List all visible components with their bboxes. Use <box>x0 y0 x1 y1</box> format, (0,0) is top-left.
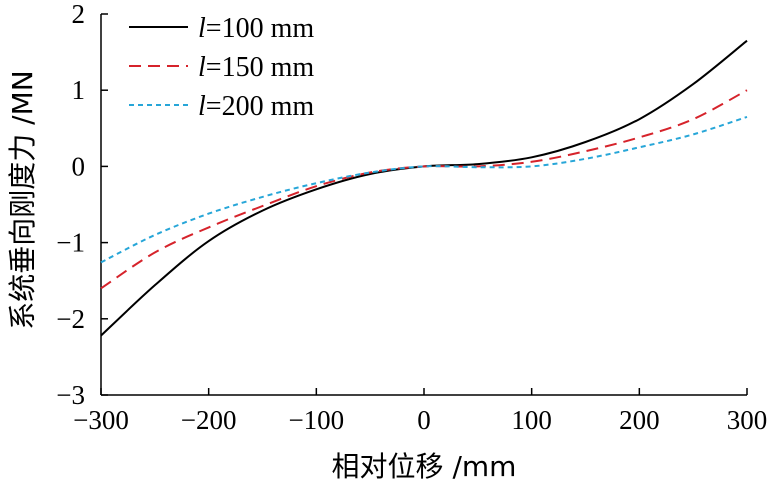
legend-label-2: l=150 mm <box>198 52 314 83</box>
y-tick-label: 0 <box>72 151 86 181</box>
x-tick-label: 200 <box>619 405 660 435</box>
series-line-3 <box>100 115 748 264</box>
series-lines <box>100 39 748 337</box>
y-tick-label: −1 <box>56 228 85 258</box>
x-tick-label: 0 <box>417 405 431 435</box>
series-line-1 <box>100 39 748 337</box>
y-tick-label: 1 <box>72 75 86 105</box>
x-tick-label: −100 <box>288 405 344 435</box>
y-tick-label: −3 <box>56 380 85 410</box>
legend-label-1: l=100 mm <box>198 13 314 44</box>
series-line-2 <box>100 89 748 290</box>
x-tick-label: 300 <box>727 405 768 435</box>
y-tick-label: −2 <box>56 304 85 334</box>
legend: l=100 mm l=150 mm l=200 mm <box>129 13 314 122</box>
y-axis-ticks: 2 1 0 −1 −2 −3 <box>56 0 108 410</box>
x-axis-ticks: −300 −200 −100 0 100 200 300 <box>73 388 767 435</box>
x-axis-title: 相对位移 /mm <box>332 450 517 483</box>
x-tick-label: −300 <box>73 405 129 435</box>
x-tick-label: 100 <box>511 405 552 435</box>
y-tick-label: 2 <box>72 0 86 29</box>
x-tick-label: −200 <box>181 405 237 435</box>
y-axis-title: 系统垂向刚度力 /MN <box>6 70 39 329</box>
legend-label-3: l=200 mm <box>198 91 314 122</box>
